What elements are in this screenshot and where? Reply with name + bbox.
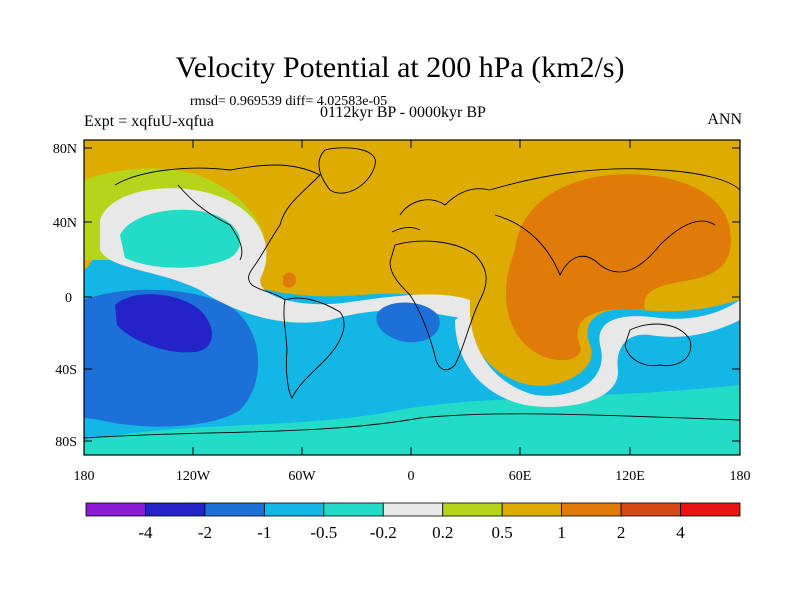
colorbar-label: -0.5 [310,523,337,542]
coastline-south-america [283,297,345,399]
colorbar-label: -2 [198,523,212,542]
field-band-minus4-core [115,294,212,353]
field-band-minus2-atlantic [376,302,440,343]
colorbar-swatch [501,502,563,517]
coastline-asia [489,168,740,277]
colorbar-swatch [680,502,741,517]
lat-label: 80S [55,435,77,450]
lon-label: 120E [615,469,645,484]
field-band-zero-east [455,300,740,407]
colorbar-label: -0.2 [370,523,397,542]
colorbar-labels: -4 -2 -1 -0.5 -0.2 0.2 0.5 1 2 4 [138,523,685,542]
colorbar-swatch [382,502,444,517]
colorbar-swatch [561,502,622,517]
plot-title: Velocity Potential at 200 hPa (km2/s) [175,51,625,84]
colorbar [85,502,741,517]
colorbar-swatch [263,502,325,517]
colorbar-swatch [620,502,681,517]
coastline-antarctica [84,413,740,439]
colorbar-swatch [323,502,384,517]
period-subtitle: 0112kyr BP - 0000kyr BP [320,104,486,121]
colorbar-label: 0.2 [432,523,453,542]
coastline-north-america [114,164,321,301]
lat-label: 40N [53,216,77,231]
coastline-europe [391,188,491,233]
field-band-plus1 [505,174,731,361]
colorbar-label: 2 [617,523,626,542]
colorbar-swatch [204,502,265,517]
colorbar-swatch [145,502,206,517]
colorbar-swatch [85,502,146,517]
lon-label: 180 [730,469,751,484]
colorbar-label: 1 [557,523,566,542]
colorbar-label: -1 [257,523,271,542]
lat-label: 80N [53,142,77,157]
coastlines [84,147,740,439]
lat-label: 40S [55,363,77,378]
colorbar-label: 4 [676,523,685,542]
colorbar-swatch [442,502,503,517]
lon-label: 120W [176,469,211,484]
field-spot-plus1 [283,272,296,288]
coastline-africa [389,240,487,371]
lon-label: 0 [408,469,415,484]
lat-ticks [84,147,740,442]
season-label: ANN [707,111,742,128]
coastline-greenland [318,147,376,194]
coastline-australia [624,323,692,367]
field-band-minus05-north [120,209,241,268]
experiment-label: Expt = xqfuU-xqfua [84,113,214,130]
colorbar-label: -4 [138,523,153,542]
lon-label: 180 [74,469,95,484]
colorbar-label: 0.5 [492,523,513,542]
lat-label: 0 [65,291,72,306]
lon-ticks [192,140,631,455]
lon-label: 60E [509,469,532,484]
lon-label: 60W [288,469,316,484]
rmsd-subtitle: rmsd= 0.969539 diff= 4.02583e-05 [190,94,388,109]
